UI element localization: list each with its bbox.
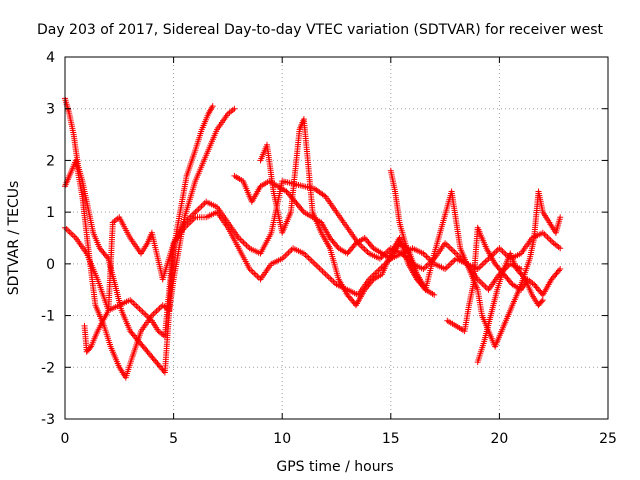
axis-ticks	[64, 56, 609, 420]
x-tick-label: 20	[490, 431, 508, 447]
y-tick-label: -2	[41, 360, 55, 376]
data-point	[254, 273, 261, 280]
y-tick-label: 0	[46, 257, 55, 273]
data-point	[493, 248, 500, 255]
data-point	[209, 103, 216, 110]
x-tick-label: 10	[273, 431, 291, 447]
data-point	[201, 200, 208, 207]
data-point	[557, 266, 564, 272]
data-point	[557, 214, 564, 221]
data-points	[62, 95, 564, 381]
x-axis-label: GPS time / hours	[276, 459, 393, 475]
data-point	[325, 274, 332, 281]
data-point	[238, 238, 245, 244]
y-axis-label: SDTVAR / TECUs	[6, 181, 22, 296]
y-tick-label: -3	[41, 412, 55, 428]
data-point	[446, 244, 453, 251]
grid	[65, 57, 608, 419]
x-tick-label: 15	[382, 431, 400, 447]
data-point	[557, 245, 564, 252]
y-tick-label: 3	[46, 102, 55, 118]
x-tick-label: 0	[61, 431, 70, 447]
y-tick-label: 1	[46, 205, 55, 221]
x-tick-labels: 0 5 10 15 20 25	[61, 431, 617, 447]
chart-title: Day 203 of 2017, Sidereal Day-to-day VTE…	[37, 22, 604, 38]
y-tick-label: -1	[41, 309, 55, 325]
data-point	[477, 279, 484, 286]
data-point	[193, 207, 200, 214]
data-point	[446, 261, 453, 268]
y-tick-labels: -3 -2 -1 0 1 2 3 4	[41, 50, 55, 428]
data-point	[133, 303, 140, 309]
data-point	[539, 297, 546, 304]
data-point	[131, 301, 138, 308]
plot-frame	[64, 56, 609, 420]
data-point	[310, 259, 317, 266]
data-point	[431, 291, 438, 298]
data-point	[445, 243, 452, 250]
y-tick-label: 4	[46, 50, 55, 66]
data-point	[237, 236, 244, 243]
data-point	[87, 344, 93, 351]
data-point	[231, 105, 238, 112]
x-tick-label: 25	[599, 431, 617, 447]
data-point	[327, 275, 334, 282]
x-tick-label: 5	[169, 431, 178, 447]
y-tick-label: 2	[46, 153, 55, 169]
data-point	[311, 260, 318, 267]
data-point	[192, 209, 199, 216]
data-point	[476, 277, 483, 284]
data-point	[538, 298, 545, 305]
